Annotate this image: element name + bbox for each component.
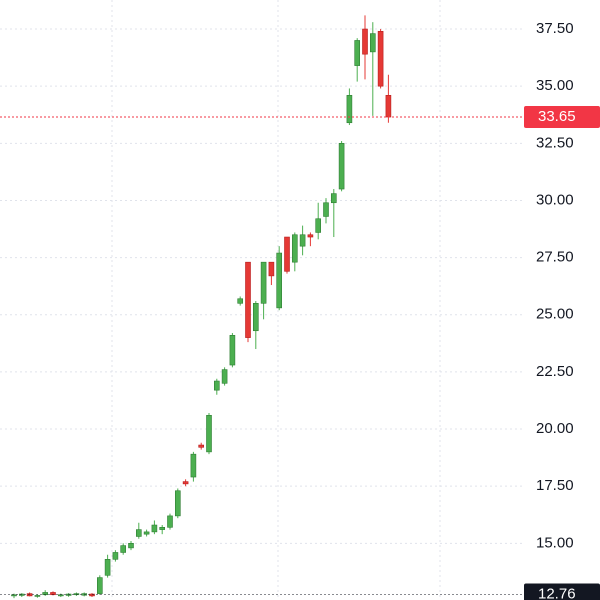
candle-body [260, 261, 267, 304]
candle-body [276, 252, 283, 309]
candle-body [190, 453, 197, 478]
candle-body [104, 559, 111, 576]
candle-body [206, 415, 212, 453]
y-tick-label: 32.50 [536, 134, 574, 151]
y-tick-label: 25.00 [536, 306, 574, 323]
candle-body [182, 481, 189, 485]
candle-body [245, 261, 251, 338]
price-label: 12.76 [538, 585, 576, 600]
vertical-grid [111, 0, 441, 600]
y-tick-label: 15.00 [536, 534, 574, 551]
candle-body [167, 515, 173, 528]
candle-body [338, 143, 345, 190]
y-tick-label: 20.00 [536, 420, 574, 437]
candle-body [143, 531, 150, 535]
y-tick-label: 30.00 [536, 191, 574, 208]
price-label-bg [524, 106, 600, 129]
candle-body [198, 444, 204, 448]
candle-body [268, 261, 275, 277]
candle-body [369, 33, 376, 53]
candle-body [315, 218, 322, 233]
candle-body [214, 380, 220, 391]
y-tick-label: 37.50 [536, 20, 574, 37]
candle-body [323, 202, 329, 217]
candle-body [136, 529, 142, 537]
candle-body [253, 303, 259, 332]
price-label-bg [524, 583, 600, 600]
candle-body [229, 335, 236, 366]
candle-body [97, 577, 103, 594]
y-tick-label: 27.50 [536, 249, 574, 266]
y-tick-label: 17.50 [536, 477, 574, 494]
candle-body [151, 524, 158, 533]
candle-body [307, 234, 314, 238]
candle-body [175, 490, 181, 517]
candle-body [330, 193, 337, 204]
candle-body [284, 236, 290, 272]
candle-body [237, 298, 243, 304]
candle-body [112, 552, 119, 560]
candle-body [221, 369, 228, 384]
candle-body [346, 95, 353, 124]
candle-body [128, 543, 134, 549]
candle-body [159, 527, 165, 530]
candle-body [385, 95, 392, 118]
y-tick-label: 35.00 [536, 77, 574, 94]
candle-body [354, 40, 361, 66]
candle-body [34, 595, 41, 597]
y-tick-label: 22.50 [536, 363, 574, 380]
price-label: 33.65 [538, 108, 576, 125]
candle-body [120, 545, 126, 553]
candle-body [362, 28, 368, 55]
candle-body [377, 31, 384, 87]
candle-body [299, 234, 306, 247]
candle-body [291, 234, 298, 263]
